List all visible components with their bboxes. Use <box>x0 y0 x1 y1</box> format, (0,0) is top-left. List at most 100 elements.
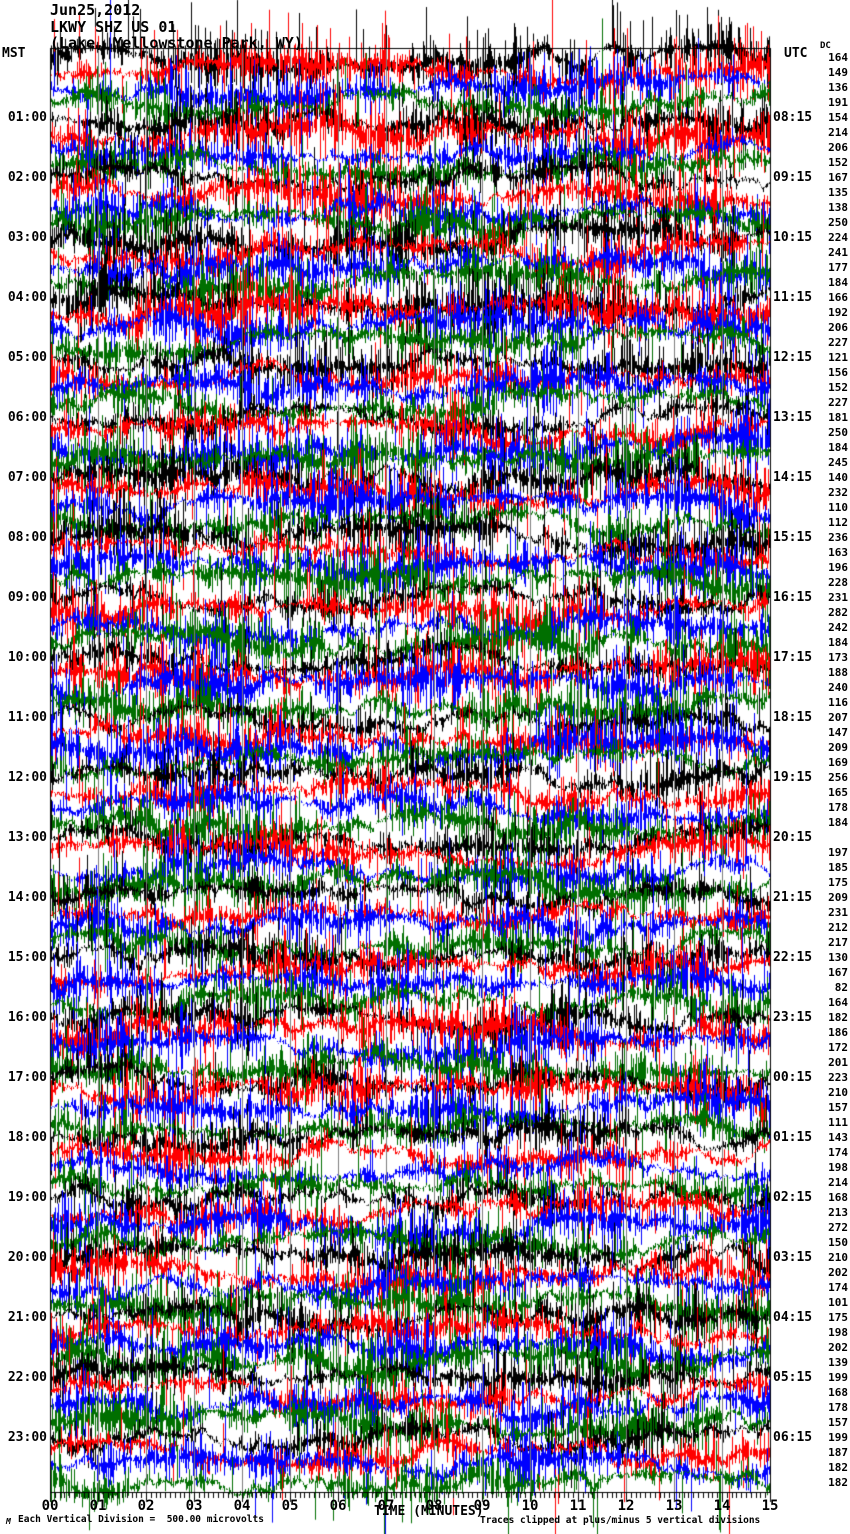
dc-offset-value: 143 <box>828 1131 848 1144</box>
dc-offset-value: 166 <box>828 291 848 304</box>
dc-offset-value: 150 <box>828 1236 848 1249</box>
dc-offset-value: 212 <box>828 921 848 934</box>
mst-hour-label: 16:00 <box>7 1010 47 1025</box>
dc-offset-value: 164 <box>828 51 848 64</box>
utc-hour-label: 00:15 <box>773 1070 813 1085</box>
utc-hour-label: 01:15 <box>773 1130 813 1145</box>
dc-offset-value: 240 <box>828 681 848 694</box>
dc-offset-value: 201 <box>828 1056 848 1069</box>
dc-offset-value: 175 <box>828 1311 848 1324</box>
dc-offset-value: 147 <box>828 726 848 739</box>
minute-tick-label: 09 <box>473 1498 491 1514</box>
minute-tick-label: 12 <box>617 1498 635 1514</box>
utc-hour-label: 17:15 <box>773 650 813 665</box>
dc-offset-value: 213 <box>828 1206 848 1219</box>
dc-offset-value: 140 <box>828 471 848 484</box>
dc-offset-value: 163 <box>828 546 848 559</box>
minute-tick-label: 07 <box>377 1498 395 1514</box>
mst-hour-label: 06:00 <box>7 410 47 425</box>
dc-offset-value: 207 <box>828 711 848 724</box>
mst-hour-label: 11:00 <box>7 710 47 725</box>
mst-hour-label: 14:00 <box>7 890 47 905</box>
minute-tick-label: 02 <box>137 1498 155 1514</box>
dc-offset-value: 154 <box>828 111 848 124</box>
dc-offset-value: 157 <box>828 1416 848 1429</box>
dc-offset-value: 197 <box>828 846 848 859</box>
mst-hour-label: 03:00 <box>7 230 47 245</box>
mst-hour-label: 17:00 <box>7 1070 47 1085</box>
dc-offset-value: 156 <box>828 366 848 379</box>
mst-hour-label: 19:00 <box>7 1190 47 1205</box>
mst-hour-label: 05:00 <box>7 350 47 365</box>
dc-offset-value: 227 <box>828 336 848 349</box>
dc-offset-value: 168 <box>828 1386 848 1399</box>
dc-offset-value: 242 <box>828 621 848 634</box>
dc-offset-value: 184 <box>828 276 848 289</box>
dc-offset-value: 182 <box>828 1476 848 1489</box>
dc-offset-value: 199 <box>828 1371 848 1384</box>
dc-offset-value: 217 <box>828 936 848 949</box>
dc-offset-value: 272 <box>828 1221 848 1234</box>
dc-offset-value: 214 <box>828 1176 848 1189</box>
dc-offset-value: 138 <box>828 201 848 214</box>
mst-hour-label: 18:00 <box>7 1130 47 1145</box>
dc-offset-value: 169 <box>828 756 848 769</box>
dc-offset-value: 210 <box>828 1086 848 1099</box>
dc-offset-value: 164 <box>828 996 848 1009</box>
utc-hour-label: 13:15 <box>773 410 813 425</box>
mst-hour-label: 21:00 <box>7 1310 47 1325</box>
minute-tick-label: 11 <box>569 1498 587 1514</box>
mst-hour-label: 08:00 <box>7 530 47 545</box>
minute-tick-label: 04 <box>233 1498 251 1514</box>
watermark-glyph: M <box>6 1517 11 1526</box>
dc-offset-value: 210 <box>828 1251 848 1264</box>
utc-hour-label: 06:15 <box>773 1430 813 1445</box>
dc-offset-value: 227 <box>828 396 848 409</box>
utc-hour-label: 20:15 <box>773 830 813 845</box>
utc-hour-label: 08:15 <box>773 110 813 125</box>
dc-offset-value: 224 <box>828 231 848 244</box>
dc-offset-value: 121 <box>828 351 848 364</box>
dc-offset-value: 178 <box>828 801 848 814</box>
dc-offset-value: 136 <box>828 81 848 94</box>
title-station: LKWY SHZ US 01 <box>50 18 177 36</box>
dc-offset-value: 214 <box>828 126 848 139</box>
minute-tick-label: 05 <box>281 1498 299 1514</box>
dc-offset-value: 231 <box>828 591 848 604</box>
dc-offset-value: 175 <box>828 876 848 889</box>
dc-offset-value: 198 <box>828 1161 848 1174</box>
dc-offset-value: 231 <box>828 906 848 919</box>
utc-hour-label: 16:15 <box>773 590 813 605</box>
dc-offset-value: 256 <box>828 771 848 784</box>
mst-hour-label: 02:00 <box>7 170 47 185</box>
utc-hour-label: 12:15 <box>773 350 813 365</box>
mst-hour-label: 20:00 <box>7 1250 47 1265</box>
mst-hour-label: 23:00 <box>7 1430 47 1445</box>
dc-offset-value: 209 <box>828 891 848 904</box>
dc-offset-value: 116 <box>828 696 848 709</box>
utc-hour-label: 19:15 <box>773 770 813 785</box>
clip-note: Traces clipped at plus/minus 5 vertical … <box>480 1515 761 1526</box>
utc-hour-label: 11:15 <box>773 290 813 305</box>
minute-tick-label: 15 <box>761 1498 779 1514</box>
dc-offset-value: 172 <box>828 1041 848 1054</box>
title-location: (Lake, Yellowstone Park, WY) <box>50 34 303 52</box>
dc-offset-value: 174 <box>828 1281 848 1294</box>
dc-offset-value: 152 <box>828 156 848 169</box>
minute-tick-label: 08 <box>425 1498 443 1514</box>
dc-offset-value: 192 <box>828 306 848 319</box>
left-timezone-label: MST <box>2 46 26 61</box>
dc-offset-value: 187 <box>828 1446 848 1459</box>
utc-hour-label: 23:15 <box>773 1010 813 1025</box>
minute-tick-label: 03 <box>185 1498 203 1514</box>
dc-offset-value: 250 <box>828 216 848 229</box>
dc-offset-value: 184 <box>828 816 848 829</box>
dc-offset-value: 157 <box>828 1101 848 1114</box>
mst-hour-label: 13:00 <box>7 830 47 845</box>
mst-hour-label: 09:00 <box>7 590 47 605</box>
dc-offset-value: 241 <box>828 246 848 259</box>
dc-offset-value: 165 <box>828 786 848 799</box>
mst-hour-label: 07:00 <box>7 470 47 485</box>
utc-hour-label: 10:15 <box>773 230 813 245</box>
